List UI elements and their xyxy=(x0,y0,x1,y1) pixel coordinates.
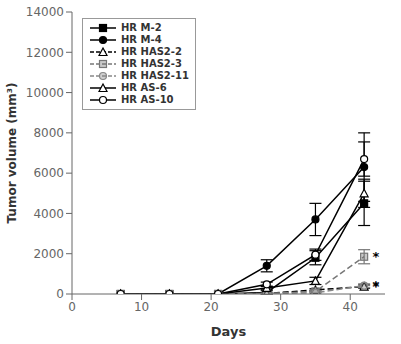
svg-text:*: * xyxy=(372,278,379,293)
html-text:HR M-2: HR M-2 xyxy=(121,22,162,33)
svg-text:12000: 12000 xyxy=(26,46,64,60)
html-text:HR AS-10: HR AS-10 xyxy=(121,94,174,105)
html-text:HR HAS2-3: HR HAS2-3 xyxy=(121,58,182,69)
svg-text:0: 0 xyxy=(68,300,76,314)
html-text:HR HAS2-2: HR HAS2-2 xyxy=(121,46,182,57)
svg-text:*: * xyxy=(372,249,379,264)
svg-text:6000: 6000 xyxy=(33,166,64,180)
svg-text:0: 0 xyxy=(56,287,64,301)
svg-text:14000: 14000 xyxy=(26,5,64,19)
svg-text:10: 10 xyxy=(134,300,149,314)
svg-text:Tumor volume (mm³): Tumor volume (mm³) xyxy=(8,82,19,223)
svg-text:10000: 10000 xyxy=(26,86,64,100)
svg-text:30: 30 xyxy=(273,300,288,314)
svg-text:4000: 4000 xyxy=(33,207,64,221)
svg-text:2000: 2000 xyxy=(33,247,64,261)
svg-text:20: 20 xyxy=(203,300,218,314)
html-text:HR HAS2-11: HR HAS2-11 xyxy=(121,70,189,81)
svg-text:8000: 8000 xyxy=(33,126,64,140)
html-text:HR AS-6: HR AS-6 xyxy=(121,82,167,93)
svg-text:40: 40 xyxy=(343,300,358,314)
html-text:HR M-4: HR M-4 xyxy=(121,34,162,45)
svg-text:Days: Days xyxy=(211,324,247,339)
